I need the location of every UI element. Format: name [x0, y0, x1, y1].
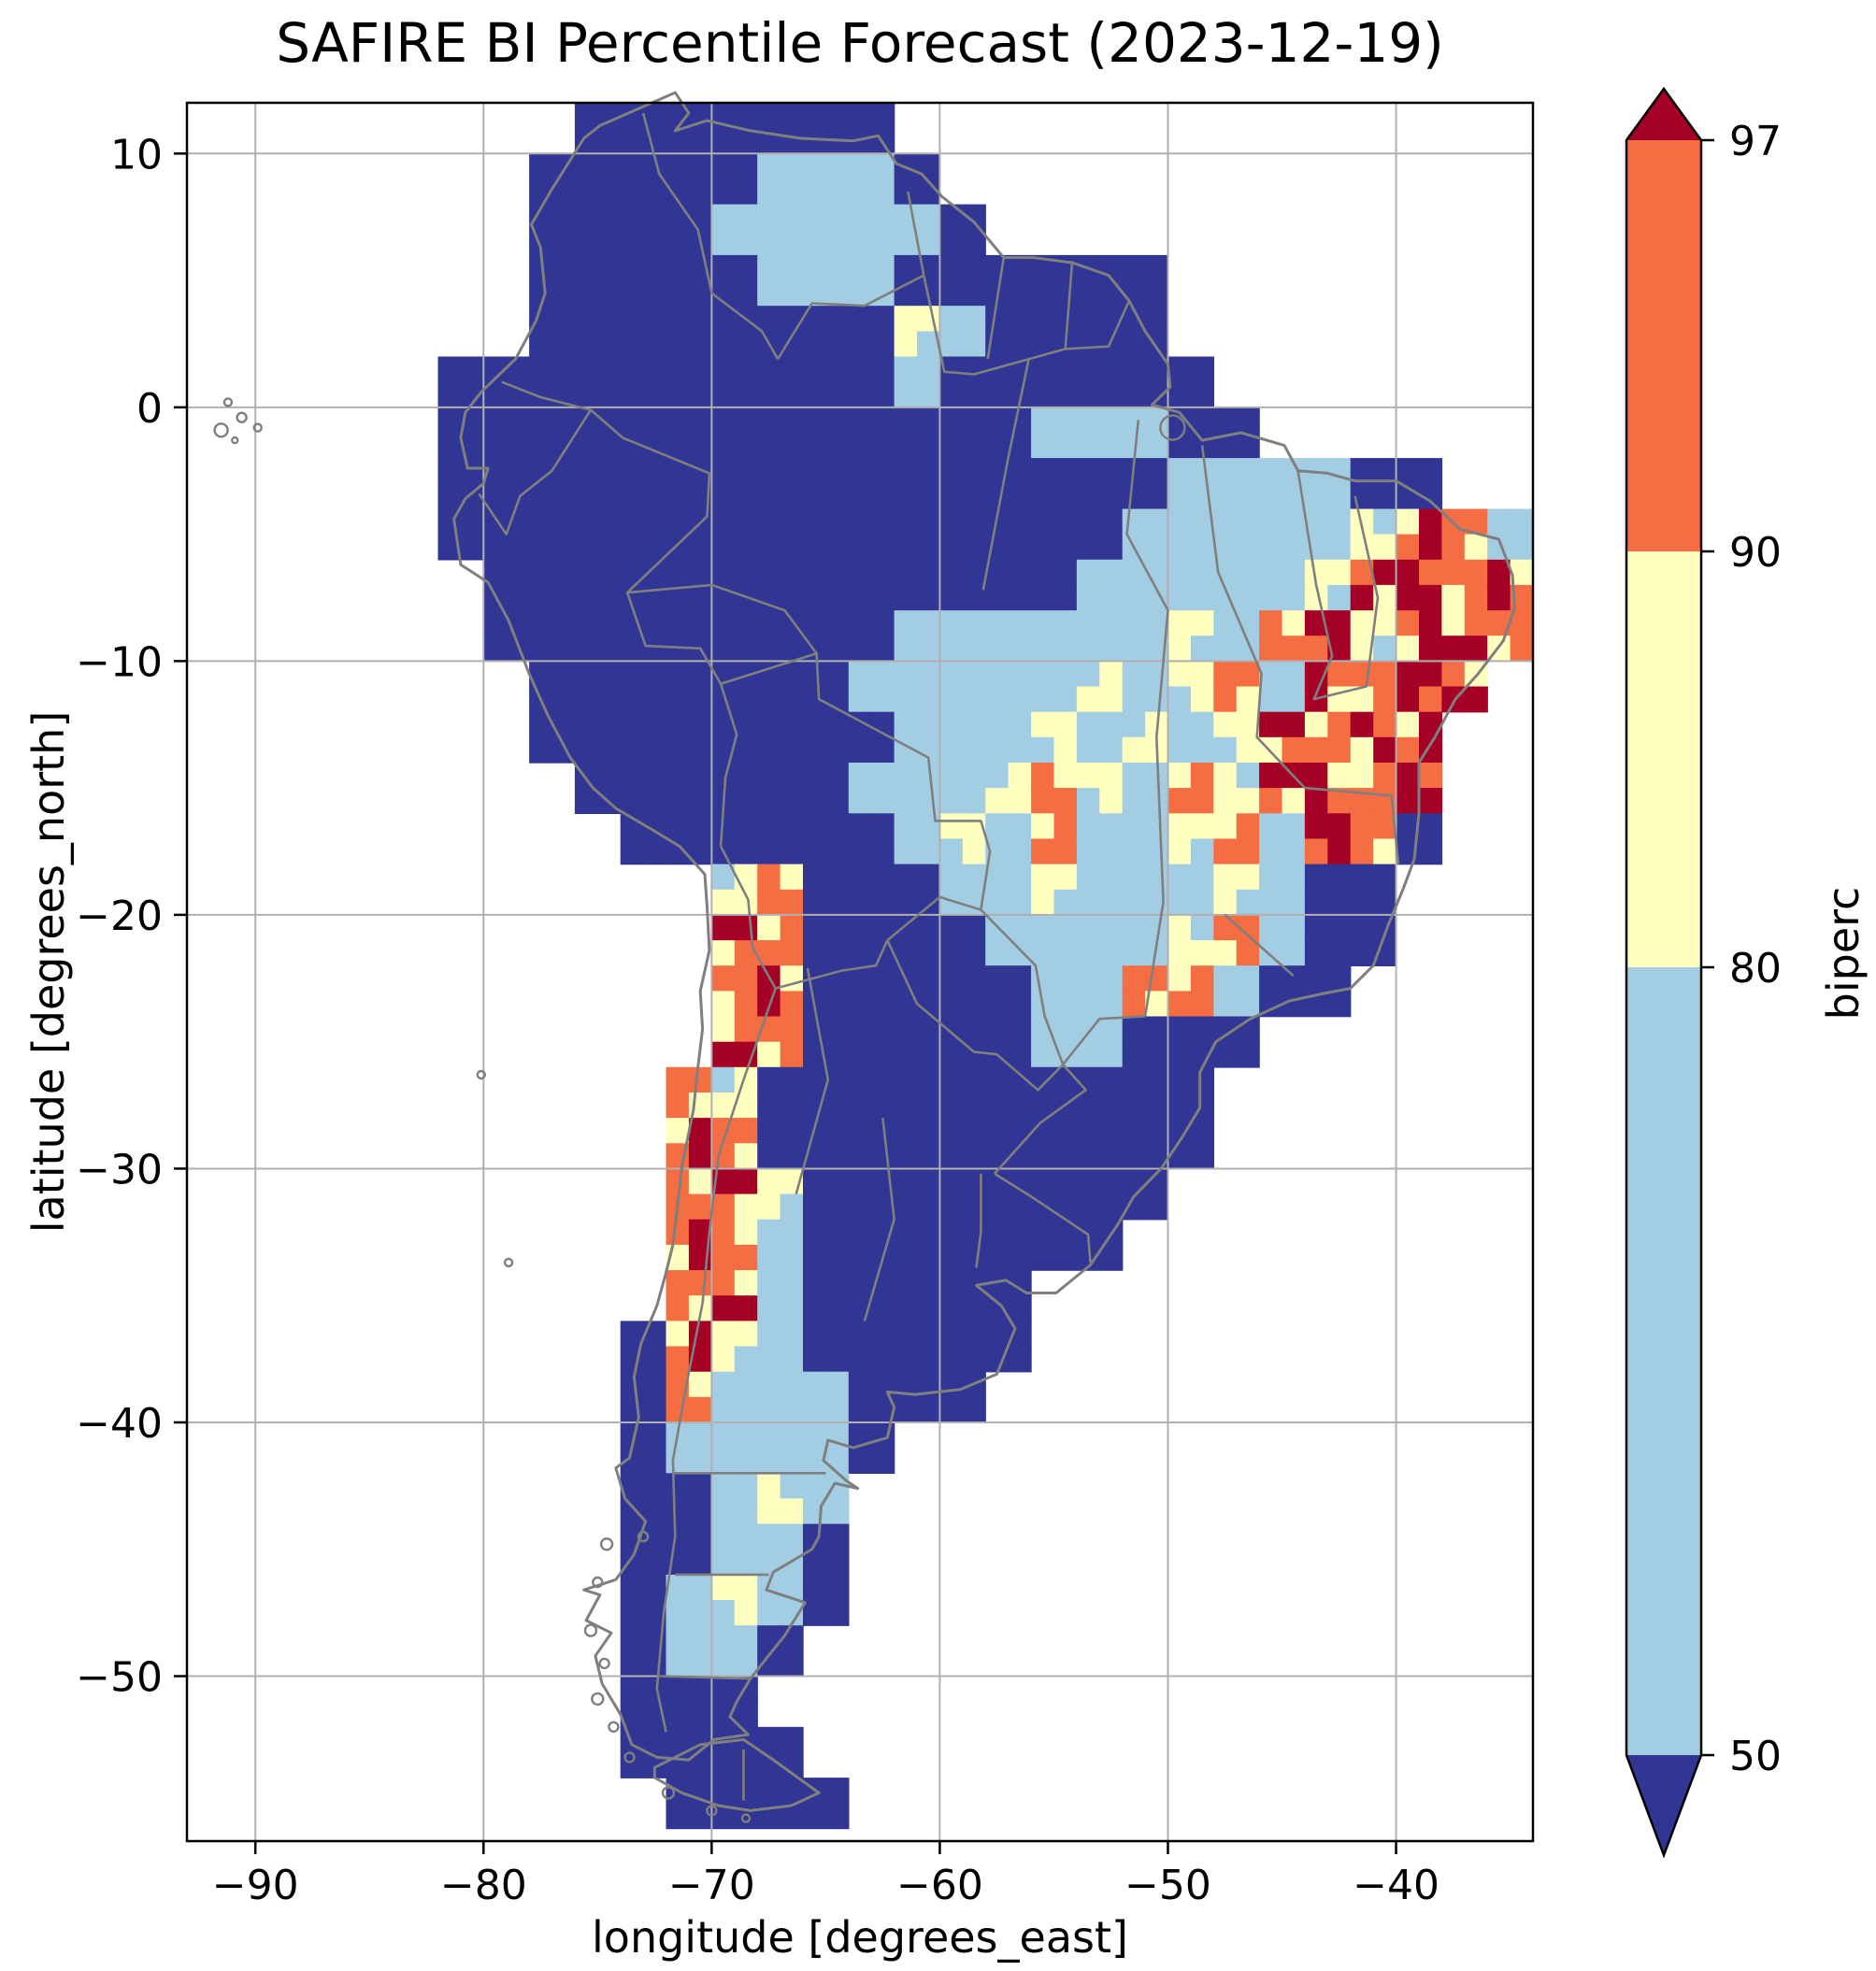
svg-text:−90: −90 [212, 1862, 299, 1909]
svg-text:−40: −40 [1353, 1862, 1439, 1909]
svg-text:10: 10 [110, 131, 163, 179]
svg-text:80: 80 [1729, 945, 1782, 993]
svg-text:50: 50 [1729, 1733, 1782, 1780]
colorbar: 97 90 80 50 [1625, 86, 1782, 1859]
grid-layer [187, 103, 1533, 1841]
svg-text:−20: −20 [76, 893, 163, 940]
x-axis-label: longitude [degrees_east] [592, 1912, 1128, 1963]
chart-title: SAFIRE BI Percentile Forecast (2023-12-1… [276, 11, 1444, 75]
svg-text:0: 0 [136, 385, 163, 433]
svg-text:−40: −40 [76, 1400, 163, 1448]
svg-text:−80: −80 [440, 1862, 527, 1909]
svg-text:−30: −30 [76, 1146, 163, 1193]
svg-text:−50: −50 [1124, 1862, 1211, 1909]
axes-layer: −90 −80 −70 −60 −50 −40 10 0 −10 −20 −30 −40 −50 [76, 101, 1535, 1909]
raster-layer [437, 103, 1534, 1830]
svg-text:−70: −70 [668, 1862, 755, 1909]
y-axis-label: latitude [degrees_north] [23, 710, 74, 1234]
svg-text:−50: −50 [76, 1654, 163, 1702]
svg-text:97: 97 [1729, 118, 1782, 165]
svg-text:90: 90 [1729, 529, 1782, 577]
svg-text:−60: −60 [896, 1862, 983, 1909]
boundaries-layer [213, 91, 1516, 1823]
svg-text:−10: −10 [76, 638, 163, 686]
colorbar-label: biperc [1818, 886, 1869, 1021]
